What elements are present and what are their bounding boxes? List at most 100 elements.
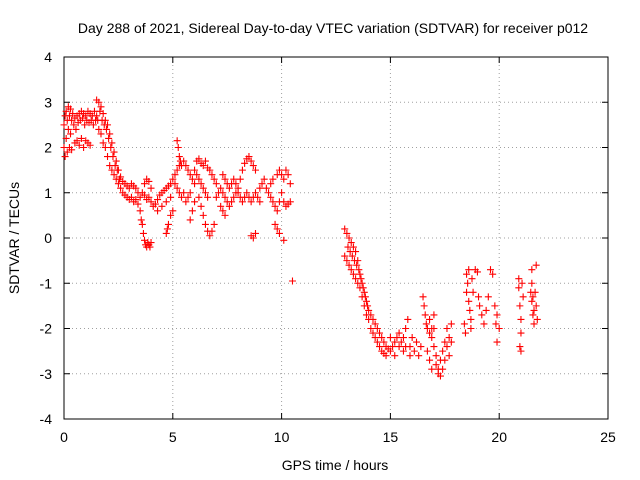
- y-tick-label: 4: [44, 49, 52, 65]
- data-point: [158, 202, 166, 210]
- data-point: [208, 171, 216, 179]
- data-point: [184, 166, 192, 174]
- data-point: [367, 325, 375, 332]
- data-point: [413, 338, 421, 346]
- data-point: [489, 270, 497, 278]
- data-point: [376, 343, 384, 351]
- data-point: [532, 261, 540, 269]
- data-point: [73, 137, 81, 145]
- data-point: [399, 347, 407, 355]
- y-tick-label: 1: [44, 185, 52, 201]
- data-point: [399, 334, 407, 342]
- data-point: [430, 343, 438, 351]
- data-point: [441, 338, 449, 346]
- data-point: [217, 202, 225, 210]
- x-tick-label: 25: [600, 429, 616, 445]
- data-point: [461, 329, 469, 337]
- data-point: [191, 180, 199, 188]
- data-point: [191, 198, 199, 206]
- data-point: [445, 334, 453, 342]
- data-point: [62, 107, 70, 115]
- data-point: [221, 175, 229, 183]
- data-point: [206, 232, 214, 240]
- data-point: [357, 275, 365, 283]
- data-point: [193, 171, 201, 179]
- data-point: [286, 198, 294, 206]
- data-point: [415, 352, 423, 360]
- data-point: [110, 171, 118, 179]
- data-point: [280, 236, 288, 244]
- data-point: [145, 193, 153, 201]
- data-point: [460, 320, 468, 328]
- data-point: [280, 198, 288, 206]
- data-point: [86, 141, 94, 149]
- data-point: [99, 110, 107, 118]
- data-point: [67, 130, 75, 138]
- data-point: [463, 288, 471, 296]
- data-point: [364, 302, 372, 310]
- data-point: [236, 175, 244, 183]
- data-point: [439, 365, 447, 373]
- data-point: [225, 184, 233, 192]
- data-point: [175, 153, 183, 161]
- data-point: [278, 189, 286, 197]
- y-tick-label: 3: [44, 94, 52, 110]
- data-point: [256, 198, 264, 206]
- data-point: [162, 198, 170, 206]
- data-point: [284, 171, 292, 179]
- data-point: [421, 311, 429, 319]
- data-point: [104, 121, 112, 129]
- data-point: [132, 184, 140, 192]
- data-point: [81, 121, 89, 129]
- data-point: [147, 198, 155, 206]
- x-tick-label: 0: [60, 429, 68, 445]
- y-tick-label: 0: [44, 230, 52, 246]
- data-point: [343, 229, 351, 237]
- data-point: [188, 175, 196, 183]
- data-point: [199, 184, 207, 192]
- y-tick-label: -2: [40, 321, 53, 337]
- data-point: [515, 275, 523, 283]
- data-point: [219, 189, 227, 197]
- data-point: [105, 134, 113, 142]
- data-point: [369, 315, 377, 323]
- data-point: [137, 216, 145, 224]
- data-point: [478, 311, 486, 319]
- data-point: [154, 207, 162, 215]
- data-point: [373, 325, 381, 332]
- data-point: [225, 202, 233, 210]
- data-point: [64, 125, 72, 133]
- x-tick-label: 10: [274, 429, 290, 445]
- data-point: [371, 320, 379, 328]
- data-point: [201, 189, 209, 197]
- data-point: [341, 252, 349, 260]
- data-point: [182, 198, 190, 206]
- x-tick-label: 5: [169, 429, 177, 445]
- data-point: [267, 193, 275, 201]
- data-point: [147, 239, 155, 247]
- data-point: [238, 198, 246, 206]
- data-point: [480, 320, 488, 328]
- y-tick-label: -1: [40, 275, 53, 291]
- data-point: [108, 139, 116, 147]
- x-tick-label: 20: [491, 429, 507, 445]
- data-point: [145, 177, 153, 185]
- data-point: [97, 130, 105, 138]
- data-point: [417, 343, 425, 351]
- data-point: [348, 252, 356, 260]
- data-point: [167, 193, 175, 201]
- data-point: [212, 193, 220, 201]
- data-point: [199, 211, 207, 219]
- data-point: [173, 166, 181, 174]
- data-point: [420, 302, 428, 310]
- data-point: [204, 193, 212, 201]
- data-point: [102, 125, 110, 133]
- data-point: [117, 173, 125, 181]
- data-point: [406, 352, 414, 360]
- data-point: [258, 180, 266, 188]
- data-point: [402, 325, 410, 332]
- data-point: [228, 198, 236, 206]
- data-point: [89, 121, 97, 129]
- data-point: [188, 207, 196, 215]
- data-point: [243, 189, 251, 197]
